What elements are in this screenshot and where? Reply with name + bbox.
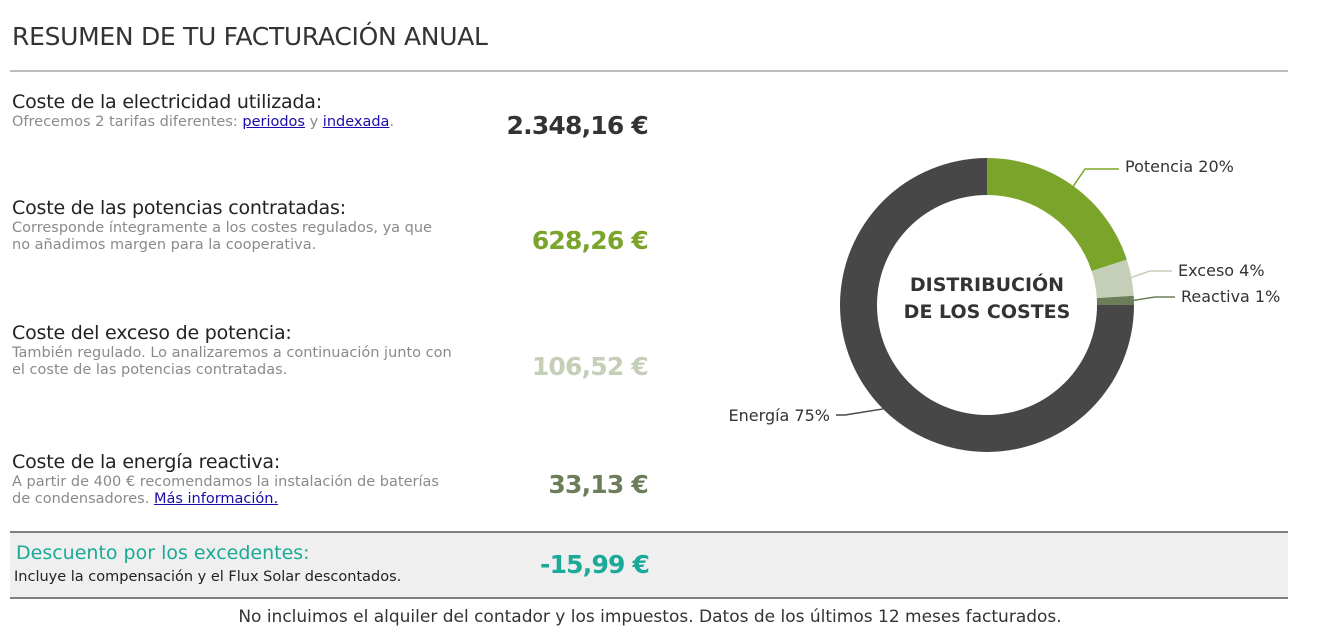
title-divider: [10, 70, 1288, 72]
chart-title-line2: DE LOS COSTES: [904, 301, 1071, 323]
excess-cost-row: Coste del exceso de potencia: También re…: [12, 322, 652, 381]
slice-label-1: Exceso 4%: [1178, 261, 1265, 280]
leader-line-0: [1072, 168, 1119, 187]
more-info-link[interactable]: Más información.: [153, 491, 279, 507]
cost-distribution-chart: Potencia 20% Exceso 4% Reactiva 1% Energía …: [700, 120, 1320, 480]
donut-chart-svg: Potencia 20% Exceso 4% Reactiva 1% Energía …: [729, 157, 1280, 452]
reactive-desc-text: A partir de 400 € recomendamos la instal…: [12, 474, 439, 507]
donut-slice-1: [1091, 259, 1134, 299]
energy-cost-title: Coste de la electricidad utilizada:: [12, 91, 322, 113]
energy-desc-and: y: [304, 114, 323, 130]
energy-cost-row: Coste de la electricidad utilizada: Ofre…: [12, 91, 652, 140]
excess-cost-description: También regulado. Lo analizaremos a cont…: [12, 345, 452, 378]
chart-title-line1: DISTRIBUCIÓN: [910, 272, 1064, 296]
excess-cost-title: Coste del exceso de potencia:: [12, 322, 292, 344]
power-cost-row: Coste de las potencias contratadas: Corr…: [12, 197, 652, 255]
indexada-link[interactable]: indexada: [322, 114, 390, 130]
reactive-cost-row: Coste de la energía reactiva: A partir d…: [12, 451, 652, 508]
leader-line-3: [836, 408, 884, 416]
discount-description: Incluye la compensación y el Flux Solar …: [14, 569, 402, 585]
power-cost-description: Corresponde íntegramente a los costes re…: [12, 220, 432, 253]
reactive-cost-description: A partir de 400 € recomendamos la instal…: [12, 474, 452, 508]
leader-line-2: [1133, 296, 1175, 302]
energy-desc-text: Ofrecemos 2 tarifas diferentes:: [12, 114, 243, 130]
slice-label-0: Potencia 20%: [1125, 157, 1234, 176]
reactive-cost-amount: 33,13 €: [548, 470, 648, 499]
slice-label-3: Energía 75%: [729, 406, 830, 425]
slice-label-2: Reactiva 1%: [1181, 287, 1280, 306]
power-cost-amount: 628,26 €: [531, 226, 649, 255]
donut-slice-2: [1096, 295, 1134, 305]
leader-line-1: [1131, 270, 1172, 279]
discount-amount: -15,99 €: [540, 550, 650, 579]
footnote: No incluimos el alquiler del contador y …: [238, 607, 1062, 627]
donut-slice-0: [987, 158, 1127, 272]
periodos-link[interactable]: periodos: [242, 114, 305, 130]
page-title: RESUMEN DE TU FACTURACIÓN ANUAL: [12, 22, 488, 51]
energy-cost-amount: 2.348,16 €: [506, 111, 649, 140]
discount-title: Descuento por los excedentes:: [16, 542, 310, 564]
excess-cost-amount: 106,52 €: [531, 352, 649, 381]
reactive-cost-title: Coste de la energía reactiva:: [12, 451, 281, 473]
energy-desc-period: .: [389, 114, 395, 130]
energy-cost-description: Ofrecemos 2 tarifas diferentes: periodos…: [12, 114, 452, 131]
discount-row: Descuento por los excedentes: Incluye la…: [10, 531, 1288, 599]
power-cost-title: Coste de las potencias contratadas:: [12, 197, 346, 219]
